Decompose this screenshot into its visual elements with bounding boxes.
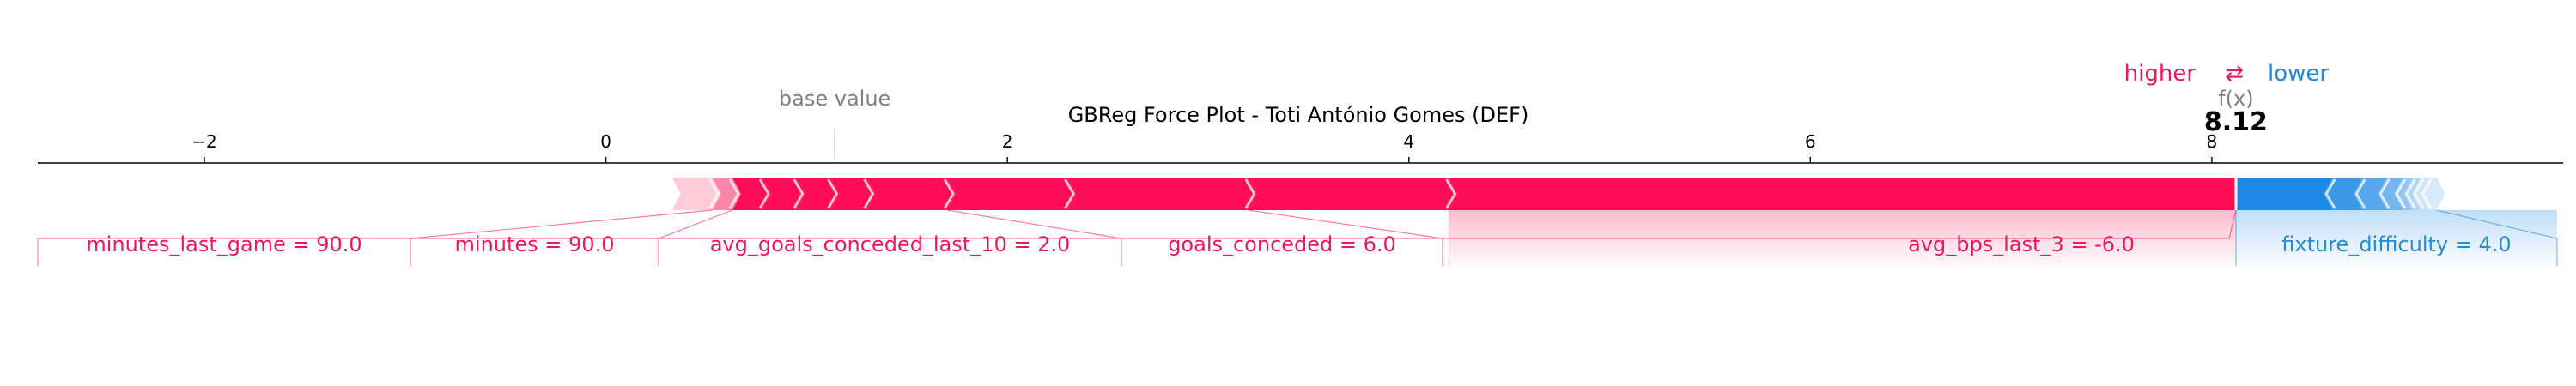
negative-bar-separator — [2421, 178, 2433, 209]
output-label: f(x) — [2218, 87, 2253, 111]
x-tick-label: 4 — [1403, 131, 1414, 152]
negative-bar-segment — [2393, 178, 2413, 210]
x-tick-label: 2 — [1002, 131, 1013, 152]
positive-bar-separator — [863, 178, 875, 209]
base-value-label: base value — [779, 87, 890, 111]
negative-bar-separator — [2395, 178, 2407, 209]
negative-bar-separator — [2324, 178, 2336, 209]
legend-higher: higher — [2124, 61, 2196, 87]
x-tick-label: 8 — [2207, 131, 2218, 152]
feature-labels: minutes_last_game = 90.0 minutes = 90.0 av… — [86, 232, 2511, 256]
legend-lower: lower — [2268, 61, 2329, 87]
negative-bar-segment — [2324, 178, 2363, 210]
chart-title: GBReg Force Plot - Toti António Gomes (D… — [1068, 103, 1529, 127]
legend-swap-icon: ⇄ — [2225, 61, 2244, 87]
positive-bar-segment — [1449, 178, 2236, 210]
positive-bar-separator — [728, 178, 740, 209]
negative-bar-separator — [2354, 178, 2366, 209]
positive-bar-segment — [671, 178, 721, 210]
positive-bar-segment — [762, 178, 805, 210]
x-tick-label: −2 — [191, 131, 216, 152]
negative-feature-label: fixture_difficulty = 4.0 — [2281, 232, 2511, 256]
positive-bar-separator — [1064, 178, 1076, 209]
positive-bar-segment — [796, 178, 840, 210]
positive-bar-separator — [1244, 178, 1256, 209]
x-tick-label: 0 — [600, 131, 611, 152]
positive-feature-label: minutes = 90.0 — [455, 232, 615, 256]
negative-bar-separator — [2379, 178, 2391, 209]
positive-bar-separator — [1445, 178, 1457, 209]
label-connectors — [37, 209, 2558, 270]
positive-bar-separator — [708, 178, 720, 209]
positive-feature-label: avg_bps_last_3 = -6.0 — [1908, 232, 2135, 256]
positive-feature-label: goals_conceded = 6.0 — [1168, 232, 1396, 256]
positive-glow — [1449, 210, 2236, 270]
positive-bar-segment — [1067, 178, 1257, 210]
positive-bar-separator — [827, 178, 839, 209]
positive-feature-label: minutes_last_game = 90.0 — [86, 232, 361, 256]
negative-bar-segment — [2235, 178, 2333, 210]
positive-bar-segment — [830, 178, 876, 210]
negative-bar-separator — [2404, 178, 2416, 209]
x-tick-label: 6 — [1805, 131, 1816, 152]
positive-bar-separator — [943, 178, 955, 209]
positive-bar-segment — [732, 178, 771, 210]
negative-glow — [2235, 210, 2557, 270]
x-axis-ticks: −2 0 2 4 6 8 — [191, 131, 2217, 163]
positive-bar-segment — [866, 178, 957, 210]
positive-bar-segment — [947, 178, 1077, 210]
positive-bar-separator — [758, 178, 770, 209]
negative-bar-separator — [2413, 178, 2425, 209]
output-value: 8.12 — [2204, 107, 2268, 137]
positive-feature-label: avg_goals_conceded_last_10 = 2.0 — [710, 232, 1071, 256]
positive-bar-separator — [793, 178, 805, 209]
positive-bar-segment — [1248, 178, 1458, 210]
force-bars — [671, 178, 2445, 210]
negative-label-connector — [2436, 209, 2558, 266]
